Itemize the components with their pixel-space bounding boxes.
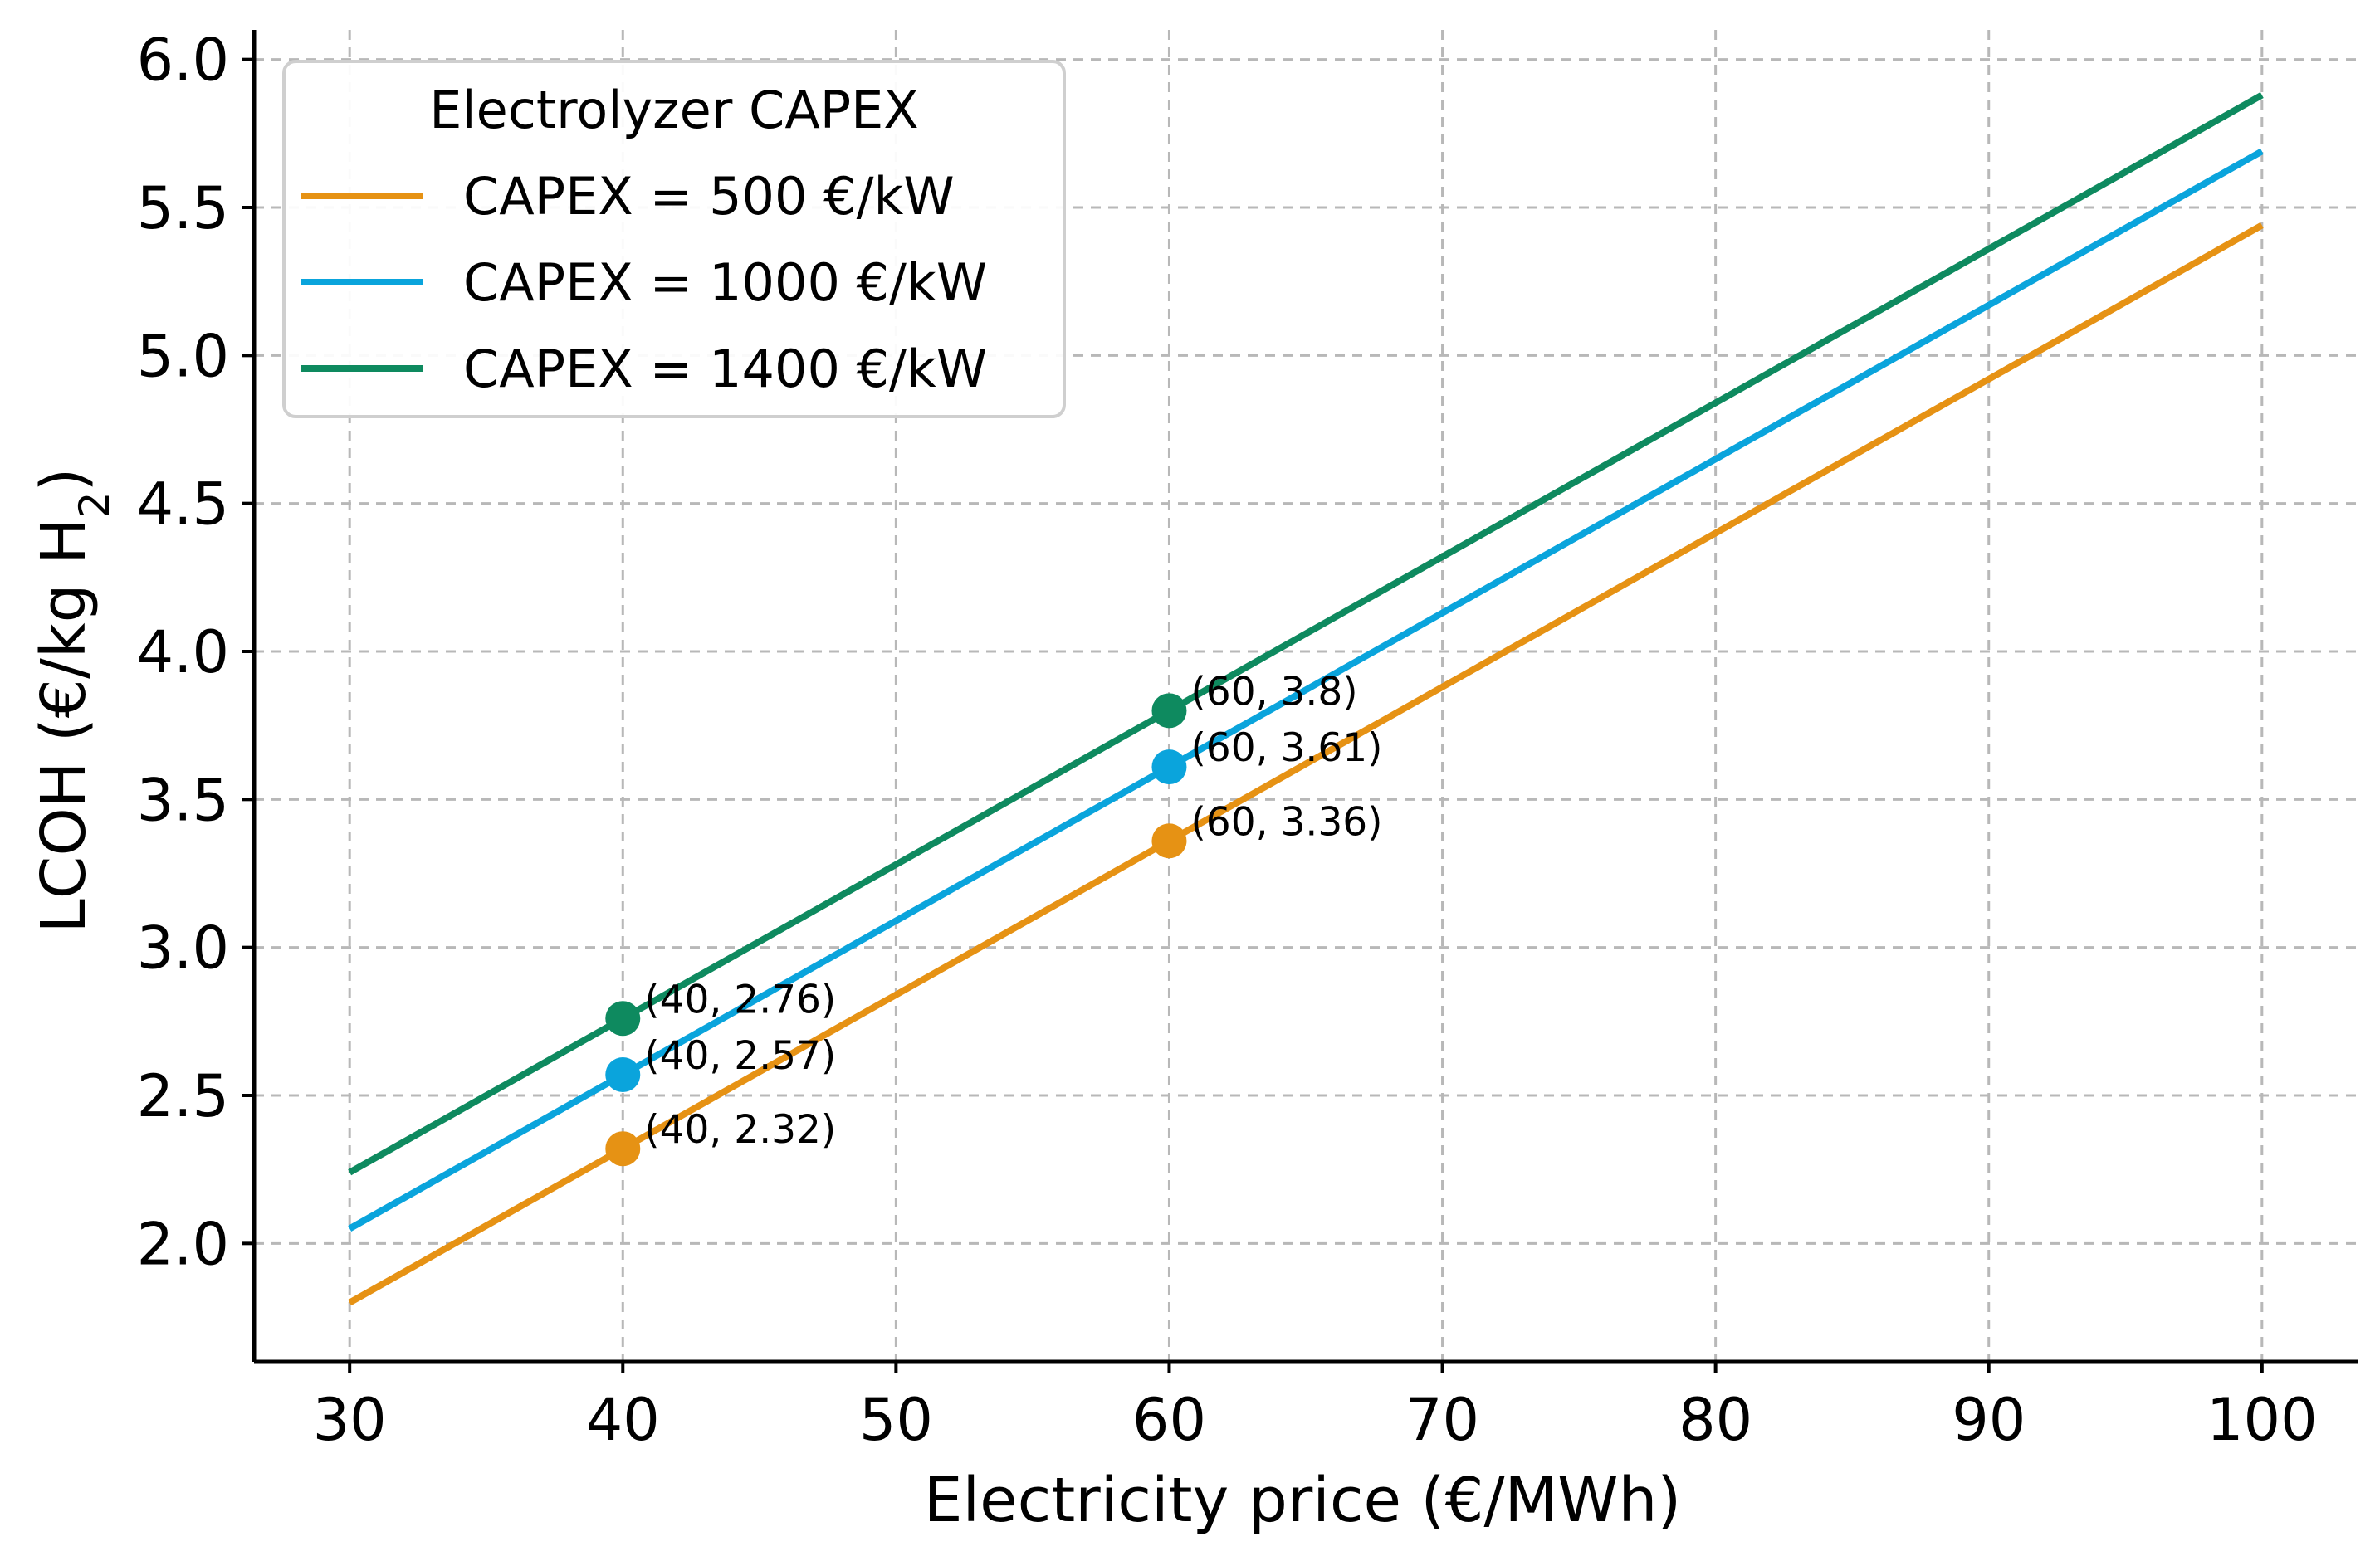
x-tick-label-70: 70 bbox=[1405, 1386, 1479, 1454]
x-tick-label-50: 50 bbox=[859, 1386, 933, 1454]
point-label-2-1: (60, 3.8) bbox=[1190, 669, 1357, 715]
x-tick-label-60: 60 bbox=[1132, 1386, 1206, 1454]
y-axis-title-subscript: 2 bbox=[71, 491, 119, 518]
data-point-1-0 bbox=[605, 1057, 641, 1093]
legend-title: Electrolyzer CAPEX bbox=[429, 80, 919, 140]
data-point-1-1 bbox=[1151, 749, 1187, 785]
y-axis-title-suffix: ) bbox=[28, 468, 100, 492]
legend: Electrolyzer CAPEX CAPEX = 500 €/kWCAPEX… bbox=[282, 60, 1066, 418]
series-line-2 bbox=[348, 91, 2264, 1176]
data-point-0-1 bbox=[1151, 823, 1187, 859]
y-tick-label-5.5: 5.5 bbox=[137, 174, 229, 242]
y-tick-label-2.0: 2.0 bbox=[137, 1210, 229, 1278]
axes-layer: 30 40 50 60 70 80 90 100 2.0 2.5 3.0 3.5 4.0 4.5 5.0 5.… bbox=[137, 27, 2358, 1454]
y-axis-title: LCOH (€/kg H2) bbox=[28, 468, 119, 934]
point-label-1-1: (60, 3.61) bbox=[1190, 725, 1382, 771]
y-tick-label-6.0: 6.0 bbox=[137, 27, 229, 95]
legend-label-0: CAPEX = 500 €/kW bbox=[463, 166, 955, 227]
point-label-0-1: (60, 3.36) bbox=[1190, 799, 1382, 845]
point-label-0-0: (40, 2.32) bbox=[644, 1107, 836, 1153]
y-tick-label-2.5: 2.5 bbox=[137, 1062, 229, 1130]
data-point-2-0 bbox=[605, 1001, 641, 1037]
series-line-1 bbox=[348, 148, 2264, 1232]
point-label-1-0: (40, 2.57) bbox=[644, 1033, 836, 1079]
legend-label-2: CAPEX = 1400 €/kW bbox=[463, 339, 987, 399]
y-tick-label-5.0: 5.0 bbox=[137, 322, 229, 390]
y-axis-title-prefix: LCOH (€/kg H bbox=[28, 518, 100, 933]
series-layer bbox=[348, 91, 2264, 1306]
x-tick-label-90: 90 bbox=[1952, 1386, 2026, 1454]
point-labels-layer: (40, 2.32) (60, 3.36) (40, 2.57) (60, 3.61)… bbox=[644, 669, 1382, 1153]
legend-label-1: CAPEX = 1000 €/kW bbox=[463, 252, 987, 313]
legend-frame bbox=[282, 60, 1066, 418]
x-tick-label-100: 100 bbox=[2207, 1386, 2318, 1454]
data-point-2-1 bbox=[1151, 693, 1187, 729]
y-tick-label-4.0: 4.0 bbox=[137, 618, 229, 686]
y-tick-label-3.0: 3.0 bbox=[137, 915, 229, 983]
series-line-0 bbox=[348, 222, 2264, 1306]
x-tick-label-40: 40 bbox=[586, 1386, 660, 1454]
x-tick-label-30: 30 bbox=[313, 1386, 387, 1454]
legend-entries: CAPEX = 500 €/kW CAPEX = 1000 €/kW CAPEX =… bbox=[301, 166, 987, 399]
x-tick-label-80: 80 bbox=[1679, 1386, 1752, 1454]
point-label-2-0: (40, 2.76) bbox=[644, 977, 836, 1022]
y-tick-label-4.5: 4.5 bbox=[137, 471, 229, 539]
x-axis-title: Electricity price (€/MWh) bbox=[924, 1465, 1681, 1536]
data-point-0-0 bbox=[605, 1131, 641, 1167]
y-tick-label-3.5: 3.5 bbox=[137, 766, 229, 834]
